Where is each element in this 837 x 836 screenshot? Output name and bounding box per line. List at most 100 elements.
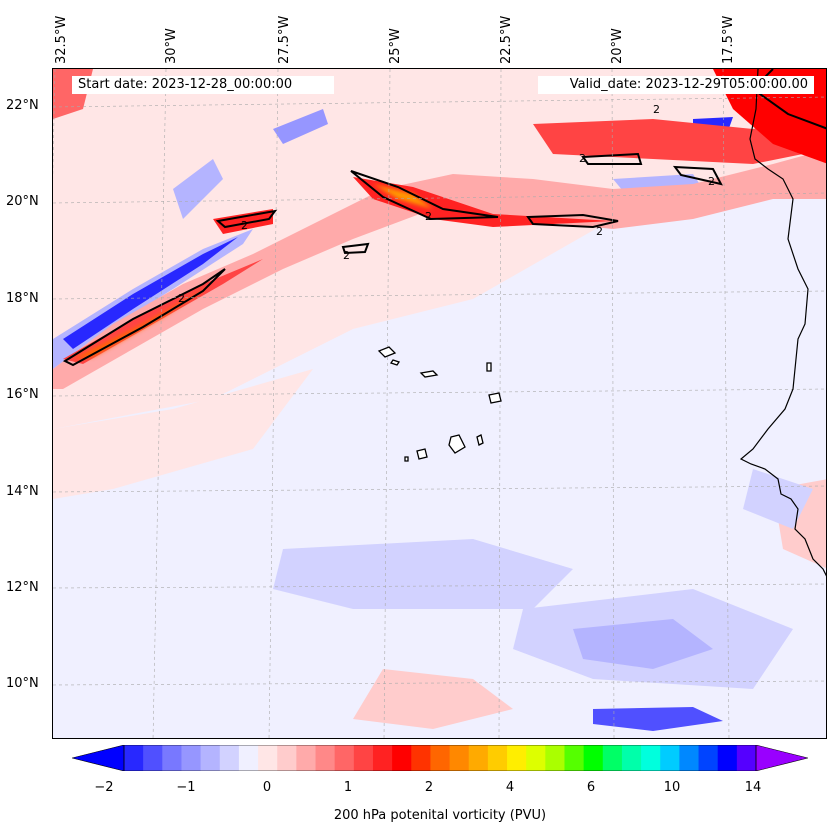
colorbar-segment [526, 745, 546, 771]
cape-verde-islands [377, 346, 502, 462]
contour-label: 2 [425, 210, 432, 223]
pv-low-positive-region [53, 69, 826, 429]
pv-2-contours [62, 69, 826, 367]
colorbar-segment [124, 745, 144, 771]
colorbar-tick: 1 [343, 780, 353, 795]
colorbar-segment [583, 745, 604, 771]
island-sal [486, 362, 492, 372]
pv-jet-streak-west [63, 259, 263, 364]
colorbar-segment [564, 745, 585, 771]
pv-negative-patch-north [273, 109, 328, 144]
pv-positive-patch-south [353, 669, 513, 729]
colorbar-label: 200 hPa potenital vorticity (PVU) [333, 808, 547, 823]
start-date-label: Start date: 2023-12-28_00:00:00 [72, 76, 334, 94]
contour-label: 2 [653, 103, 660, 116]
colorbar-segment [698, 745, 719, 771]
lon-label-25w: 25°W [388, 28, 403, 64]
colorbar-segment [507, 745, 527, 771]
island-fogo [416, 448, 428, 460]
colorbar-tick: 6 [586, 780, 596, 795]
lat-label-20n: 20°N [6, 194, 39, 209]
contour-label: 2 [178, 292, 185, 305]
colorbar-segment [238, 745, 259, 771]
colorbar-segment [717, 745, 738, 771]
colorbar-segment [315, 745, 336, 771]
pv-jet-streak-central [353, 177, 613, 227]
lat-label-16n: 16°N [6, 387, 39, 402]
colorbar-segment [621, 745, 642, 771]
lon-label-20w: 20°W [610, 28, 625, 64]
contour-label: 2 [708, 175, 715, 188]
lon-label-17-5w: 17.5°W [721, 15, 736, 64]
pv-jet-patch [213, 209, 273, 234]
colorbar-segment [679, 745, 700, 771]
pv-negative-region-central [273, 539, 573, 609]
colorbar-tick: 0 [262, 780, 272, 795]
island-sao-vicente [389, 359, 401, 366]
colorbar-segment [353, 745, 374, 771]
valid-date-label: Valid_date: 2023-12-29T05:00:00.00 [538, 76, 814, 94]
pv-jet-streak-central-core [373, 184, 433, 209]
colorbar-tick: 2 [424, 780, 434, 795]
contour-2pvu-ne [581, 152, 643, 165]
colorbar-tick: 10 [663, 780, 681, 795]
colorbar-segment [392, 745, 412, 771]
colorbar-segments [124, 745, 757, 771]
colorbar-segment [449, 745, 470, 771]
colorbar [72, 745, 808, 771]
colorbar-segment [219, 745, 240, 771]
colorbar-segment [602, 745, 623, 771]
colorbar-extend-max [755, 745, 808, 771]
colorbar-segment [372, 745, 393, 771]
lat-label-10n: 10°N [6, 676, 39, 691]
island-sao-nicolau [419, 370, 439, 378]
contour-label: 2 [596, 225, 603, 238]
colorbar-tick: −2 [94, 780, 114, 795]
lat-label-22n: 22°N [6, 98, 39, 113]
lon-label-27-5w: 27.5°W [277, 15, 292, 64]
pv-field-map: 2 2 2 2 2 2 2 2 [53, 69, 826, 738]
lat-label-14n: 14°N [6, 484, 39, 499]
lon-label-30w: 30°W [164, 28, 179, 64]
lon-label-22-5w: 22.5°W [499, 15, 514, 64]
pv-jet-streak-outer [53, 149, 826, 389]
colorbar-segment [334, 745, 355, 771]
island-santiago [448, 434, 466, 454]
colorbar-extend-min [72, 745, 125, 771]
africa-coastline [739, 69, 826, 577]
contour-label: 2 [579, 152, 586, 165]
colorbar-segment [277, 745, 297, 771]
lat-label-18n: 18°N [6, 291, 39, 306]
lat-label-12n: 12°N [6, 580, 39, 595]
colorbar-segment [430, 745, 451, 771]
colorbar-segment [736, 745, 757, 771]
colorbar-tick: 14 [744, 780, 762, 795]
colorbar-segment [468, 745, 489, 771]
contour-2pvu-central [350, 170, 499, 221]
contour-label: 2 [241, 219, 248, 232]
island-brava [404, 456, 409, 462]
lon-label-32-5w: 32.5°W [54, 15, 69, 64]
contour-2pvu-small [215, 209, 278, 229]
colorbar-segment [487, 745, 508, 771]
contour-2pvu-blob [341, 242, 370, 255]
contour-label: 2 [343, 249, 350, 262]
contour-2pvu-east [526, 213, 619, 229]
pv-negative-patch-east [743, 469, 813, 529]
colorbar-segment [200, 745, 221, 771]
colorbar-frame [123, 745, 757, 771]
colorbar-segment [181, 745, 202, 771]
colorbar-segment [296, 745, 317, 771]
pv-negative-band-nw-core [63, 237, 238, 349]
colorbar-tick: 4 [505, 780, 515, 795]
colorbar-segment [641, 745, 661, 771]
island-boa-vista [488, 392, 502, 404]
contour-2pvu-west [62, 268, 226, 367]
colorbar-segment [258, 745, 278, 771]
colorbar-segment [411, 745, 431, 771]
pv-negative-patch-west [173, 159, 223, 219]
map-panel: 2 2 2 2 2 2 2 2 [52, 68, 827, 739]
colorbar-tick: −1 [176, 780, 196, 795]
colorbar-segment [162, 745, 182, 771]
colorbar-segment [545, 745, 565, 771]
